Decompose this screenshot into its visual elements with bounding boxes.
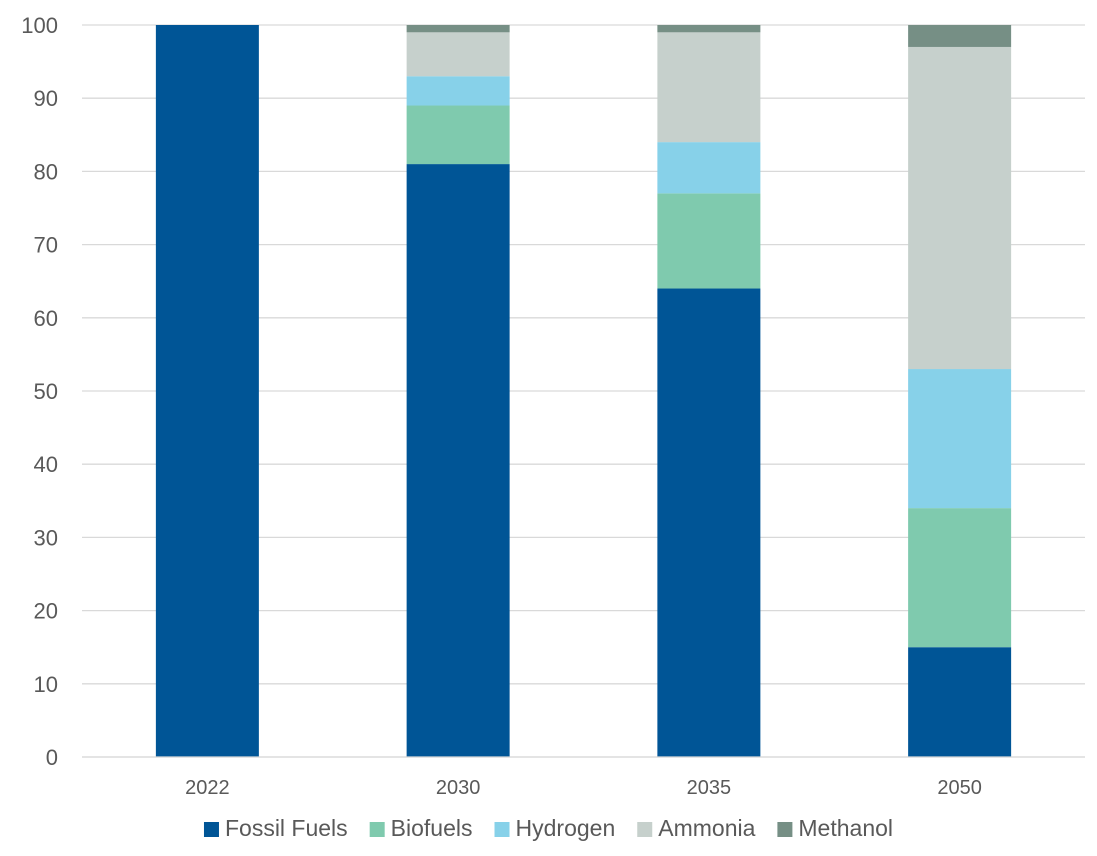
legend-label: Ammonia — [658, 815, 755, 841]
x-tick-label: 2022 — [185, 777, 230, 799]
bar-hydrogen-2035 — [657, 142, 761, 194]
y-tick-label: 70 — [34, 233, 58, 258]
legend: Fossil Fuels Biofuels Hydrogen Ammonia Metha… — [203, 815, 893, 841]
legend-swatch — [777, 822, 793, 837]
y-tick-label: 50 — [34, 379, 58, 404]
y-tick-label: 20 — [34, 599, 58, 624]
bar-hydrogen-2050 — [908, 369, 1012, 509]
y-tick-label: 90 — [34, 86, 58, 111]
bar-fossil-fuels-2050 — [908, 647, 1012, 757]
legend-label: Biofuels — [391, 815, 473, 841]
bar-hydrogen-2030 — [406, 76, 510, 106]
y-tick-label: 60 — [34, 306, 58, 331]
legend-label: Methanol — [798, 815, 893, 841]
legend-item-methanol: Methanol — [777, 815, 893, 841]
bar-biofuels-2030 — [406, 105, 510, 165]
bar-methanol-2030 — [406, 25, 510, 33]
legend-swatch — [203, 822, 219, 837]
y-tick-label: 0 — [46, 745, 58, 770]
bar-methanol-2050 — [908, 25, 1012, 47]
bar-ammonia-2050 — [908, 46, 1012, 370]
bar-fossil-fuels-2030 — [406, 164, 510, 757]
x-tick-label: 2035 — [687, 777, 732, 799]
x-tick-label: 2030 — [436, 777, 481, 799]
legend-swatch — [494, 822, 510, 837]
legend-item-biofuels: Biofuels — [369, 815, 473, 841]
legend-label: Fossil Fuels — [225, 815, 348, 841]
bar-ammonia-2030 — [406, 32, 510, 77]
bars — [155, 25, 1012, 757]
legend-item-hydrogen: Hydrogen — [494, 815, 616, 841]
bar-ammonia-2035 — [657, 32, 761, 143]
y-tick-label: 100 — [21, 13, 58, 38]
bar-fossil-fuels-2022 — [155, 25, 259, 757]
bar-methanol-2035 — [657, 25, 761, 33]
bar-biofuels-2035 — [657, 193, 761, 289]
legend-label: Hydrogen — [516, 815, 616, 841]
y-tick-label: 30 — [34, 525, 58, 550]
y-tick-label: 40 — [34, 452, 58, 477]
bar-biofuels-2050 — [908, 508, 1012, 648]
y-tick-label: 10 — [34, 672, 58, 697]
legend-item-fossil-fuels: Fossil Fuels — [203, 815, 348, 841]
legend-item-ammonia: Ammonia — [637, 815, 756, 841]
bar-fossil-fuels-2035 — [657, 288, 761, 757]
y-tick-label: 80 — [34, 159, 58, 184]
legend-swatch — [369, 822, 385, 837]
legend-swatch — [637, 822, 653, 837]
x-tick-label: 2050 — [937, 777, 982, 799]
